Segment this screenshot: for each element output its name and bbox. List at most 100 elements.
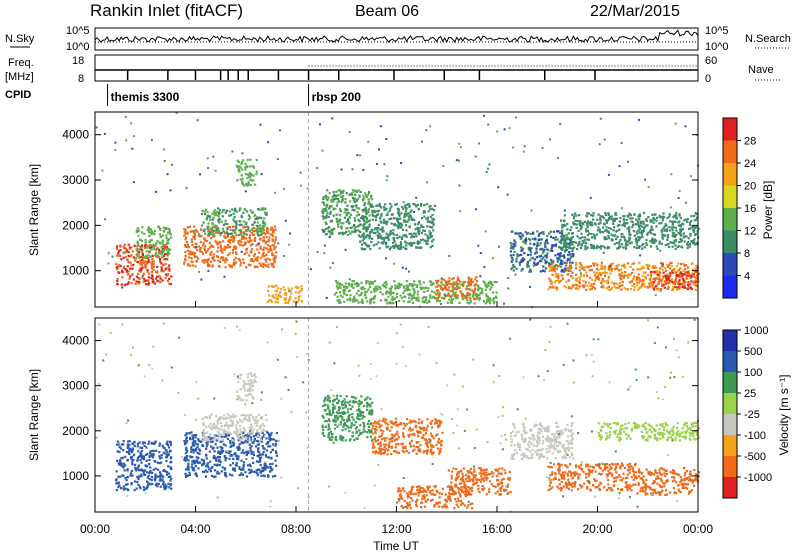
heatmap-cell xyxy=(213,217,215,219)
heatmap-scatter-cell xyxy=(112,256,114,258)
heatmap-cell xyxy=(331,229,333,231)
heatmap-cell xyxy=(234,216,236,218)
heatmap-cell xyxy=(159,233,161,235)
station-title: Rankin Inlet (fitACF) xyxy=(90,1,243,20)
heatmap-cell xyxy=(481,292,483,294)
heatmap-cell xyxy=(468,277,470,279)
heatmap-cell xyxy=(492,291,494,293)
heatmap-cell xyxy=(262,429,264,431)
heatmap-cell xyxy=(141,247,143,249)
heatmap-scatter-cell xyxy=(405,268,407,270)
heatmap-cell xyxy=(344,198,346,200)
heatmap-cell xyxy=(557,238,559,240)
heatmap-cell xyxy=(424,301,426,303)
heatmap-cell xyxy=(489,288,491,290)
heatmap-cell xyxy=(671,270,673,272)
heatmap-cell xyxy=(388,239,390,241)
heatmap-cell xyxy=(262,453,264,455)
heatmap-cell xyxy=(262,232,264,234)
heatmap-scatter-cell xyxy=(108,252,110,254)
heatmap-cell xyxy=(123,440,125,442)
heatmap-cell xyxy=(151,476,153,478)
heatmap-cell xyxy=(623,236,625,238)
heatmap-cell xyxy=(247,184,249,186)
heatmap-cell xyxy=(689,224,691,226)
heatmap-cell xyxy=(138,469,140,471)
heatmap-cell xyxy=(611,281,613,283)
heatmap-cell xyxy=(249,234,251,236)
heatmap-cell xyxy=(568,232,570,234)
heatmap-cell xyxy=(400,241,402,243)
heatmap-cell xyxy=(192,444,194,446)
heatmap-cell xyxy=(689,222,691,224)
heatmap-cell xyxy=(254,184,256,186)
heatmap-cell xyxy=(143,445,145,447)
heatmap-scatter-cell xyxy=(215,170,217,172)
heatmap-cell xyxy=(256,225,258,227)
heatmap-cell xyxy=(582,222,584,224)
heatmap-cell xyxy=(118,482,120,484)
heatmap-cell xyxy=(551,281,553,283)
heatmap-cell xyxy=(556,230,558,232)
heatmap-cell xyxy=(128,278,130,280)
heatmap-cell xyxy=(250,436,252,438)
heatmap-cell xyxy=(402,235,404,237)
heatmap-cell xyxy=(410,209,412,211)
heatmap-cell xyxy=(396,237,398,239)
heatmap-cell xyxy=(516,258,518,260)
heatmap-cell xyxy=(564,249,566,251)
heatmap-scatter-cell xyxy=(283,255,285,257)
heatmap-cell xyxy=(419,242,421,244)
heatmap-cell xyxy=(399,286,401,288)
heatmap-cell xyxy=(192,264,194,266)
heatmap-cell xyxy=(656,287,658,289)
heatmap-cell xyxy=(400,212,402,214)
heatmap-cell xyxy=(359,196,361,198)
heatmap-scatter-cell xyxy=(212,156,214,158)
heatmap-cell xyxy=(220,245,222,247)
heatmap-scatter-cell xyxy=(570,267,572,269)
heatmap-cell xyxy=(242,159,244,161)
heatmap-cell xyxy=(235,234,237,236)
heatmap-cell xyxy=(147,484,149,486)
heatmap-cell xyxy=(551,245,553,247)
heatmap-cell xyxy=(145,446,147,448)
heatmap-cell xyxy=(456,294,458,296)
heatmap-scatter-cell xyxy=(274,192,276,194)
heatmap-cell xyxy=(245,242,247,244)
heatmap-cell xyxy=(356,292,358,294)
heatmap-cell xyxy=(206,250,208,252)
heatmap-cell xyxy=(600,245,602,247)
heatmap-cell xyxy=(686,278,688,280)
heatmap-cell xyxy=(233,431,235,433)
heatmap-scatter-cell xyxy=(289,233,291,235)
y-tick-label-0: 1000 xyxy=(62,264,89,278)
heatmap-scatter-cell xyxy=(167,173,169,175)
heatmap-cell xyxy=(254,214,256,216)
heatmap-cell xyxy=(646,224,648,226)
heatmap-cell xyxy=(638,277,640,279)
heatmap-cell xyxy=(466,288,468,290)
heatmap-cell xyxy=(386,214,388,216)
heatmap-cell xyxy=(257,208,259,210)
heatmap-cell xyxy=(119,245,121,247)
heatmap-cell xyxy=(233,213,235,215)
heatmap-cell xyxy=(136,253,138,255)
heatmap-scatter-cell xyxy=(507,287,509,289)
heatmap-cell xyxy=(242,442,244,444)
heatmap-cell xyxy=(209,219,211,221)
heatmap-cell xyxy=(149,478,151,480)
heatmap-cell xyxy=(591,269,593,271)
heatmap-cell xyxy=(212,448,214,450)
heatmap-cell xyxy=(549,266,551,268)
heatmap-scatter-cell xyxy=(690,175,692,177)
heatmap-cell xyxy=(264,466,266,468)
heatmap-cell xyxy=(156,240,158,242)
heatmap-cell xyxy=(594,237,596,239)
heatmap-cell xyxy=(552,274,554,276)
heatmap-cell xyxy=(398,300,400,302)
heatmap-cell xyxy=(363,220,365,222)
heatmap-cell xyxy=(384,282,386,284)
heatmap-cell xyxy=(632,224,634,226)
